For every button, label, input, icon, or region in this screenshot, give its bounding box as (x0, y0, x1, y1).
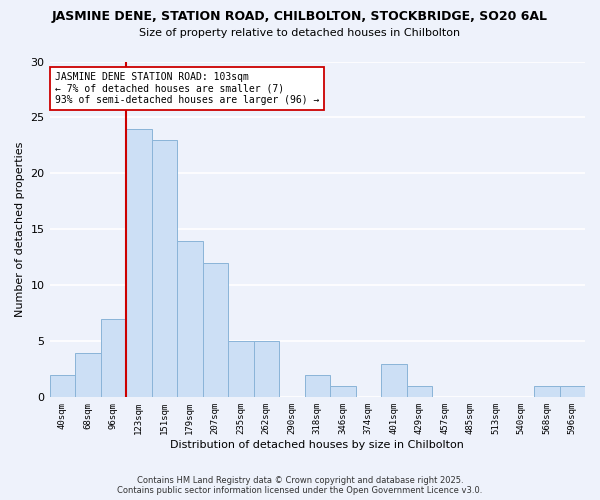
Bar (254, 342, 279, 398)
Bar (203, 263, 228, 398)
Text: JASMINE DENE STATION ROAD: 103sqm
← 7% of detached houses are smaller (7)
93% of: JASMINE DENE STATION ROAD: 103sqm ← 7% o… (55, 72, 319, 105)
X-axis label: Distribution of detached houses by size in Chilbolton: Distribution of detached houses by size … (170, 440, 464, 450)
Bar (228, 342, 254, 398)
Bar (152, 140, 177, 398)
Y-axis label: Number of detached properties: Number of detached properties (15, 142, 25, 317)
Bar (381, 364, 407, 398)
Bar (101, 319, 126, 398)
Text: Contains HM Land Registry data © Crown copyright and database right 2025.
Contai: Contains HM Land Registry data © Crown c… (118, 476, 482, 495)
Bar (534, 386, 560, 398)
Bar (305, 375, 330, 398)
Bar (407, 386, 432, 398)
Bar (560, 386, 585, 398)
Bar (50, 375, 75, 398)
Text: JASMINE DENE, STATION ROAD, CHILBOLTON, STOCKBRIDGE, SO20 6AL: JASMINE DENE, STATION ROAD, CHILBOLTON, … (52, 10, 548, 23)
Bar (75, 352, 101, 398)
Bar (177, 240, 203, 398)
Bar (126, 128, 152, 398)
Bar (330, 386, 356, 398)
Text: Size of property relative to detached houses in Chilbolton: Size of property relative to detached ho… (139, 28, 461, 38)
